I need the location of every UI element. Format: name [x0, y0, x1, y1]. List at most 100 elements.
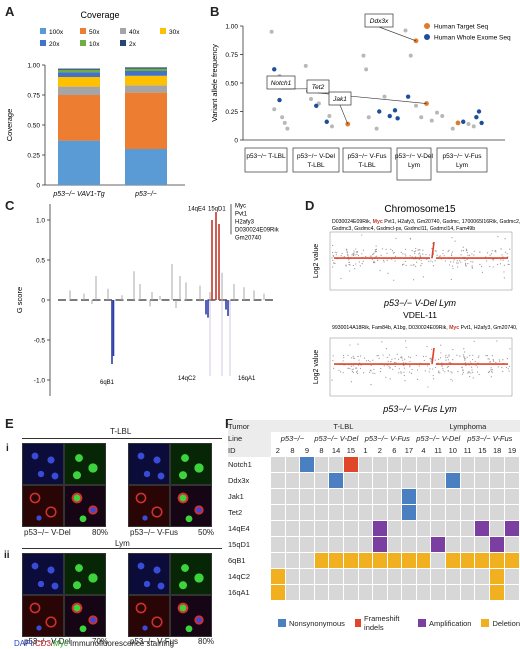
cn-point-top [460, 254, 462, 256]
heatmap-cell [313, 488, 330, 505]
group-box-0 [244, 147, 288, 173]
stain-legend: DAPI/CD3/Myc Immunofluorescence staining [14, 639, 175, 648]
cn-point-top [413, 251, 415, 253]
heatmap-cell [270, 568, 286, 585]
cn-point-bottom [383, 365, 385, 367]
cn-point-top [374, 261, 376, 263]
caption-v-fus-tlbl: p53−/− V-Fus [130, 528, 179, 537]
cn-point-bottom [496, 340, 498, 342]
cn-point-bottom [447, 356, 449, 358]
cn-point-top [377, 259, 379, 261]
cn-point-bottom [357, 355, 359, 358]
cn-point-bottom [373, 368, 375, 370]
heatmap-cell [474, 488, 491, 505]
cn-point-bottom [442, 369, 444, 371]
id-row: ID 2 8 9 8 14 15 1 2 6 17 4 11 10 11 15 18 19 [228, 444, 520, 457]
cn-point-top [332, 262, 335, 264]
coverage-stacked-bar-chart: Coverage 100x 50x 40x 30x 20x 10x 2x 0 0.25 0.50 0.… [5, 10, 185, 198]
heatmap-cell [328, 472, 344, 489]
heatmap-cell [386, 456, 402, 473]
panel-label-b: B [210, 4, 220, 19]
bar-0-seg-10x [58, 69, 100, 73]
micro-dapi-4 [128, 553, 170, 595]
cn-point-bottom [434, 359, 436, 361]
c-loss-16qa1: 16qA1 [238, 376, 256, 382]
heatmap-cell [400, 520, 417, 537]
heatmap-cell [489, 504, 506, 521]
heatmap-cell [284, 568, 301, 585]
group-box-2 [342, 147, 392, 173]
cn-point-bottom [409, 366, 411, 368]
heatmap-cell [489, 552, 506, 569]
cn-point-bottom [434, 366, 437, 369]
gray-point [466, 122, 471, 127]
cn-point-bottom [487, 371, 490, 374]
cn-point-top [369, 255, 371, 257]
cn-point-top [479, 251, 481, 253]
cn-point-bottom [416, 369, 419, 371]
cn-point-bottom [468, 372, 470, 374]
heatmap-cell [372, 472, 388, 489]
cn-point-top [405, 264, 407, 267]
heatmap-cell [415, 472, 432, 489]
cn-point-bottom [464, 359, 466, 361]
cn-point-bottom [475, 364, 477, 367]
legend-text: Amplification [428, 618, 472, 628]
blue-point [479, 120, 484, 126]
heatmap-cell [430, 488, 446, 505]
cn-point-bottom [489, 361, 492, 363]
cn-point-top [473, 254, 475, 256]
cn-point-top [404, 248, 407, 250]
cn-point-bottom [492, 359, 494, 361]
heatmap-cell [299, 568, 315, 585]
gray-point [440, 114, 445, 119]
cn-point-bottom [418, 365, 420, 367]
cn-point-top [332, 259, 334, 261]
cn-point-bottom [369, 369, 372, 371]
heatmap-cell [343, 472, 359, 489]
cn-point-bottom [439, 372, 441, 374]
heatmap-cell [400, 552, 417, 569]
heatmap-cell [400, 536, 417, 553]
cn-point-bottom [403, 367, 406, 369]
group-label-3: Lym [408, 162, 420, 169]
heatmap-cell [328, 568, 344, 585]
cn-point-bottom [430, 360, 432, 362]
c-ytick-label: -0.5 [34, 338, 46, 345]
cn-point-top [390, 248, 392, 250]
cn-point-bottom [402, 362, 404, 364]
cn-point-bottom [387, 360, 389, 362]
cn-point-bottom [442, 367, 444, 370]
cn-amplicon-top [431, 241, 435, 259]
cn-point-bottom [331, 379, 333, 381]
heatmap-cell [444, 520, 461, 537]
cn-point-top [372, 261, 375, 264]
gray-point [361, 53, 366, 58]
cn-point-bottom [445, 356, 447, 358]
cn-point-top [386, 252, 388, 254]
heatmap-cell [474, 520, 491, 537]
line-row: Line p53−/− p53−/− V-Del p53−/− V-Fus p53−/−… [228, 432, 520, 444]
group-label-0: p53−/− T-LBL [246, 153, 286, 160]
cn-point-top [473, 250, 475, 252]
cn-point-top [357, 250, 359, 253]
heatmap-cell [474, 536, 491, 553]
cn-point-bottom [501, 366, 503, 369]
cn-point-top [412, 279, 415, 281]
gene-row-14qC2: 14qC2 [228, 568, 520, 585]
cn-point-bottom [508, 365, 511, 368]
cn-point-top [420, 259, 422, 262]
cn-point-top [387, 272, 389, 274]
id-11: 11 [434, 445, 442, 455]
heatmap-cell [328, 520, 344, 537]
cn-point-bottom [422, 355, 425, 358]
heatmap-cell [504, 584, 520, 601]
heatmap-cell [504, 472, 520, 489]
cn-point-top [346, 249, 348, 251]
cn-point-bottom [370, 364, 372, 366]
b-ytick-label: 1.00 [225, 24, 238, 31]
cn-point-top [346, 252, 348, 254]
bar-1-seg-2x [125, 67, 167, 69]
micro-cd3-3 [22, 595, 64, 637]
panel-label-c: C [5, 198, 15, 213]
